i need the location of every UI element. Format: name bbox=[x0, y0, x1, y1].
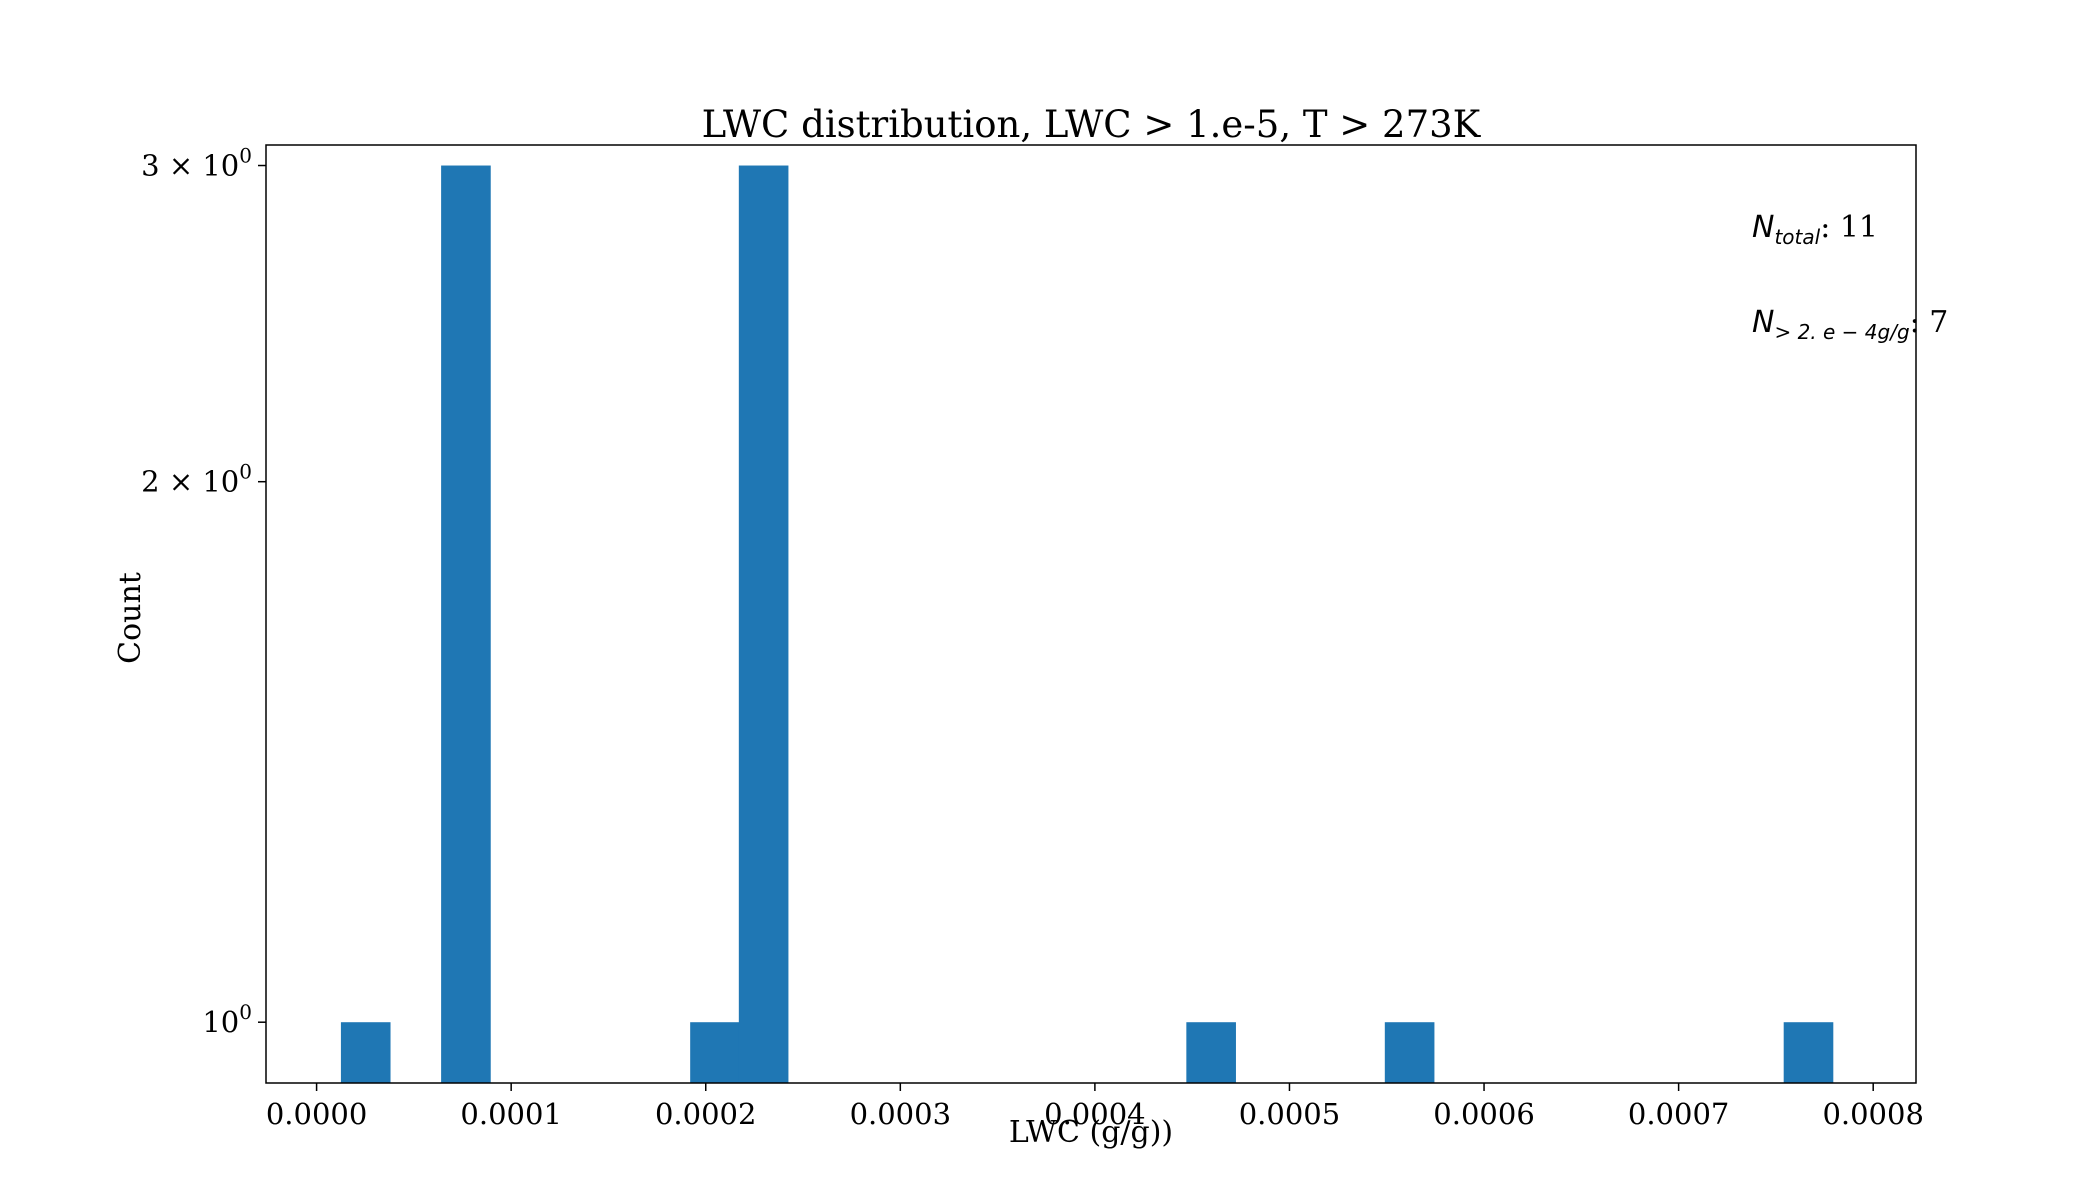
x-tick-label-2: 0.0002 bbox=[655, 1097, 756, 1131]
histogram-bars bbox=[340, 165, 1834, 1084]
svg-text:N> 2. e − 4g/g: 7: N> 2. e − 4g/g: 7 bbox=[1752, 305, 1948, 344]
y-tick-label-0: 100 bbox=[202, 1000, 252, 1039]
annotation-n-total-symbol: N bbox=[1752, 210, 1774, 245]
histogram-bar-7 bbox=[1783, 1022, 1834, 1083]
histogram-bar-5 bbox=[1186, 1022, 1236, 1083]
chart-title: LWC distribution, LWC > 1.e-5, T > 273K bbox=[702, 103, 1482, 146]
x-axis-label: LWC (g/g)) bbox=[1009, 1115, 1173, 1150]
histogram-bar-2 bbox=[441, 165, 491, 1084]
annotation-n-threshold-symbol: N bbox=[1752, 305, 1774, 340]
y-tick-label-2: 3 × 100 bbox=[141, 144, 252, 183]
svg-text:Ntotal: 11: Ntotal: 11 bbox=[1752, 210, 1878, 249]
annotation-n-threshold-value: : 7 bbox=[1910, 305, 1949, 340]
annotation-n-total: Ntotal: 11 bbox=[1752, 210, 1878, 249]
x-axis-ticks: 0.0000 0.0001 0.0002 0.0003 0.0004 0.0005 0.00… bbox=[266, 1083, 1924, 1131]
x-tick-label-8: 0.0008 bbox=[1822, 1097, 1923, 1131]
x-tick-label-3: 0.0003 bbox=[850, 1097, 951, 1131]
annotation-n-total-subscript: total bbox=[1774, 225, 1820, 249]
x-tick-label-0: 0.0000 bbox=[266, 1097, 367, 1131]
histogram-bar-1 bbox=[340, 1022, 391, 1083]
annotation-n-threshold: N> 2. e − 4g/g: 7 bbox=[1752, 305, 1948, 344]
annotation-n-total-value: : 11 bbox=[1820, 210, 1878, 245]
x-tick-label-5: 0.0005 bbox=[1239, 1097, 1340, 1131]
x-tick-label-1: 0.0001 bbox=[460, 1097, 561, 1131]
annotation-n-threshold-subscript: > 2. e − 4g/g bbox=[1774, 320, 1909, 344]
x-tick-label-7: 0.0007 bbox=[1628, 1097, 1729, 1131]
histogram-bar-4 bbox=[738, 165, 789, 1084]
histogram-bar-6 bbox=[1384, 1022, 1435, 1083]
histogram-bar-3 bbox=[690, 1022, 740, 1083]
y-axis-label: Count bbox=[113, 572, 148, 664]
y-tick-label-1: 2 × 100 bbox=[141, 460, 252, 499]
x-tick-label-6: 0.0006 bbox=[1433, 1097, 1534, 1131]
x-tick-label-4: 0.0004 bbox=[1044, 1097, 1145, 1131]
y-axis-ticks: 100 2 × 100 3 × 100 bbox=[141, 144, 266, 1039]
plot-area-frame bbox=[265, 144, 1917, 1084]
